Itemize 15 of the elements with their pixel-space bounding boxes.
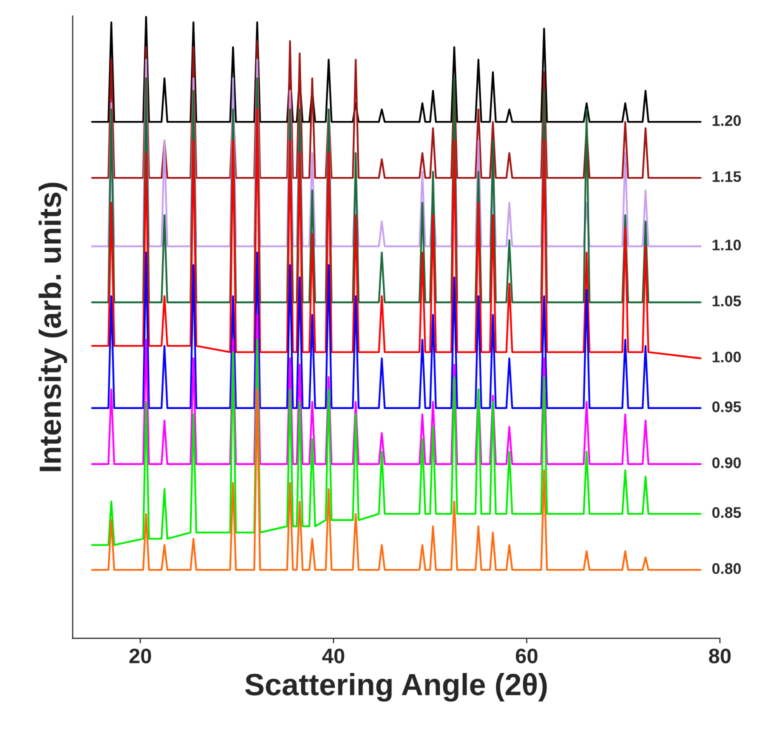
x-tick-label: 80 — [708, 648, 731, 664]
series-label: 0.80 — [712, 563, 741, 574]
x-axis-title: Scattering Angle (2θ) — [245, 673, 547, 702]
y-axis-title: Intensity (arb. units) — [38, 182, 68, 472]
x-tick-label: 20 — [129, 648, 152, 664]
series-label: 0.85 — [712, 507, 742, 518]
series-label: 0.95 — [712, 401, 742, 412]
series-label: 1.05 — [712, 296, 742, 306]
series-label: 1.10 — [712, 240, 741, 250]
x-tick-label: 40 — [322, 648, 344, 664]
x-tick-label: 60 — [516, 648, 538, 664]
series-label: 1.15 — [712, 171, 742, 182]
series-label: 1.20 — [712, 115, 741, 126]
series-label: 0.90 — [712, 457, 741, 468]
series-label: 1.00 — [712, 352, 741, 362]
